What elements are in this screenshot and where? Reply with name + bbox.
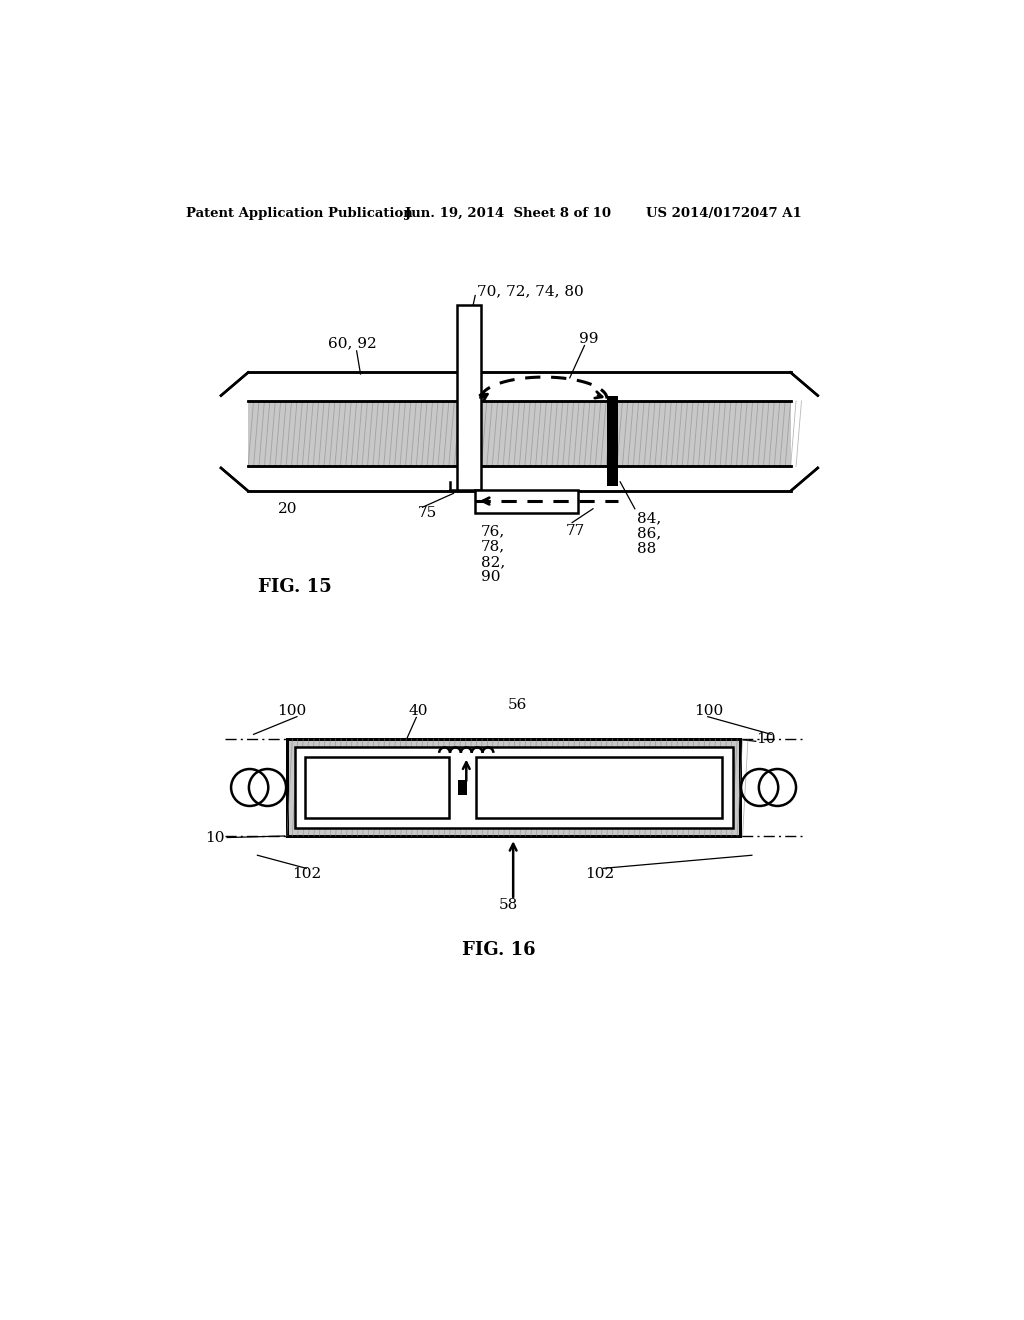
Text: 102: 102 bbox=[292, 867, 322, 882]
Text: 100: 100 bbox=[693, 705, 723, 718]
Bar bbox=[248, 466, 791, 491]
Text: 99: 99 bbox=[579, 333, 599, 346]
Text: 77: 77 bbox=[566, 524, 585, 539]
Text: 10: 10 bbox=[206, 830, 225, 845]
Text: Jun. 19, 2014  Sheet 8 of 10: Jun. 19, 2014 Sheet 8 of 10 bbox=[406, 207, 611, 220]
Text: 58: 58 bbox=[499, 899, 518, 912]
Bar bbox=[287, 739, 740, 836]
Text: Patent Application Publication: Patent Application Publication bbox=[186, 207, 413, 220]
Text: 10: 10 bbox=[756, 733, 775, 746]
Bar bbox=[475, 490, 578, 512]
Text: 60, 92: 60, 92 bbox=[328, 337, 377, 350]
Text: 82,: 82, bbox=[480, 554, 505, 569]
Bar bbox=[458, 780, 467, 795]
Bar bbox=[248, 372, 791, 401]
Text: 84,: 84, bbox=[637, 511, 662, 525]
Text: 76,: 76, bbox=[480, 524, 505, 539]
Bar bbox=[607, 396, 617, 486]
Text: 56: 56 bbox=[508, 698, 527, 711]
Text: 102: 102 bbox=[586, 867, 614, 882]
Bar bbox=[248, 401, 791, 466]
Text: FIG. 16: FIG. 16 bbox=[462, 941, 536, 958]
Text: 70, 72, 74, 80: 70, 72, 74, 80 bbox=[477, 284, 584, 298]
Text: 20: 20 bbox=[278, 502, 297, 516]
Text: 100: 100 bbox=[278, 705, 307, 718]
Bar bbox=[458, 305, 480, 490]
Text: 88: 88 bbox=[637, 543, 656, 556]
Bar bbox=[305, 758, 449, 817]
Text: US 2014/0172047 A1: US 2014/0172047 A1 bbox=[646, 207, 802, 220]
Text: FIG. 15: FIG. 15 bbox=[258, 578, 332, 595]
Text: 75: 75 bbox=[418, 506, 437, 520]
Text: 40: 40 bbox=[409, 705, 428, 718]
Bar bbox=[476, 758, 722, 817]
Text: 90: 90 bbox=[480, 570, 500, 585]
Text: 86,: 86, bbox=[637, 527, 662, 540]
Text: 78,: 78, bbox=[480, 540, 505, 553]
Bar bbox=[295, 747, 732, 829]
